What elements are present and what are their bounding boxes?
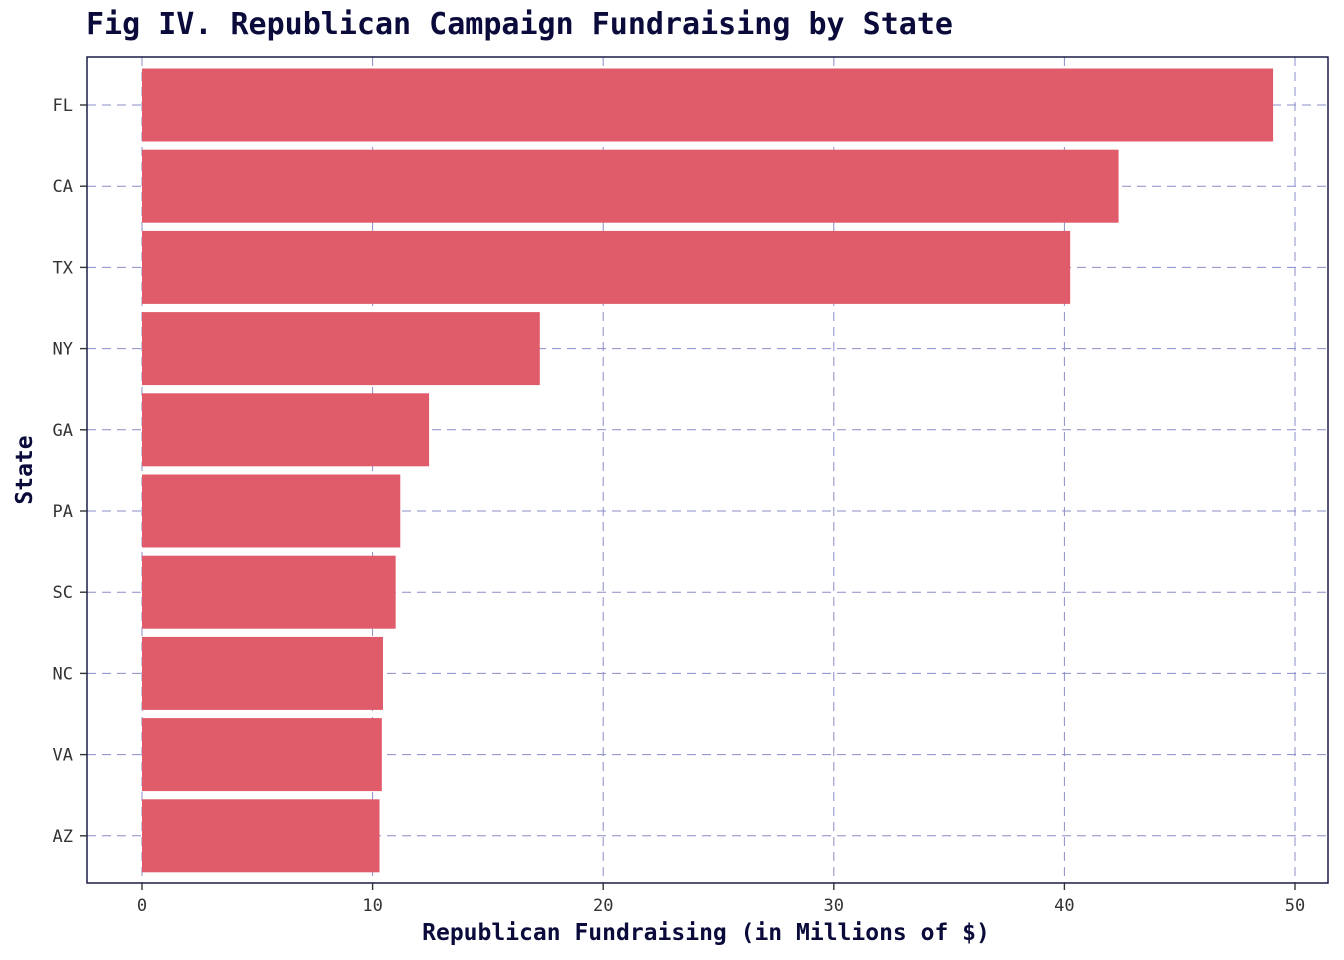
y-tick-label: AZ (53, 827, 73, 847)
y-tick-label: SC (53, 583, 73, 603)
plot-panel (86, 56, 1329, 884)
y-tick-label: GA (53, 421, 73, 441)
bar-sc (142, 555, 396, 629)
y-tick-label: NC (53, 664, 73, 684)
y-tick-label: PA (53, 502, 73, 522)
y-axis: FL CA TX NY GA PA SC NC VA AZ (53, 96, 87, 847)
bar-fl (142, 68, 1274, 142)
bar-pa (142, 474, 401, 548)
y-tick-label: VA (53, 746, 73, 766)
bar-va (142, 718, 382, 792)
x-tick-label: 50 (1285, 896, 1305, 916)
x-tick-label: 20 (593, 896, 613, 916)
x-tick-label: 40 (1054, 896, 1074, 916)
bars (142, 68, 1274, 873)
bar-tx (142, 230, 1071, 304)
bar-ny (142, 312, 540, 386)
chart-title: Fig IV. Republican Campaign Fundraising … (86, 7, 953, 42)
x-axis: 0 10 20 30 40 50 (137, 883, 1305, 916)
y-tick-label: CA (53, 177, 73, 197)
bar-ca (142, 149, 1119, 223)
x-axis-title: Republican Fundraising (in Millions of $… (422, 920, 990, 946)
y-tick-label: FL (53, 96, 73, 116)
y-tick-label: TX (53, 258, 74, 278)
bar-ga (142, 393, 430, 467)
y-axis-title: State (12, 435, 38, 504)
bar-az (142, 799, 380, 873)
x-tick-label: 30 (824, 896, 844, 916)
x-tick-label: 10 (362, 896, 382, 916)
x-tick-label: 0 (137, 896, 147, 916)
bar-nc (142, 636, 383, 710)
y-tick-label: NY (53, 340, 73, 360)
